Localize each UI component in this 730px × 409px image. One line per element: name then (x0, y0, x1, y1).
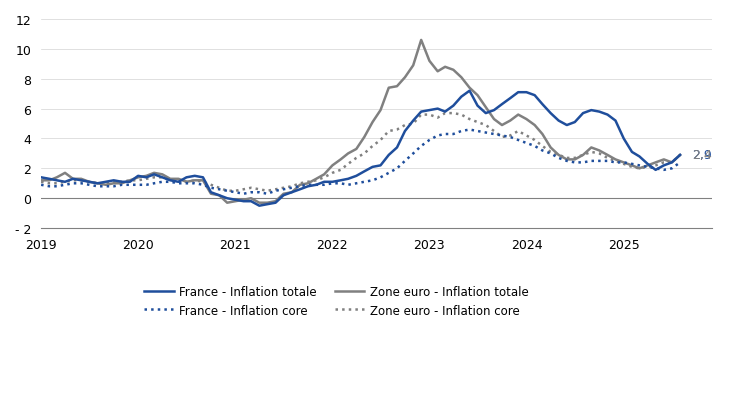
Text: 2,9: 2,9 (692, 149, 712, 162)
Text: 2,4: 2,4 (692, 149, 712, 162)
Legend: France - Inflation totale, France - Inflation core, Zone euro - Inflation totale: France - Inflation totale, France - Infl… (139, 280, 534, 321)
